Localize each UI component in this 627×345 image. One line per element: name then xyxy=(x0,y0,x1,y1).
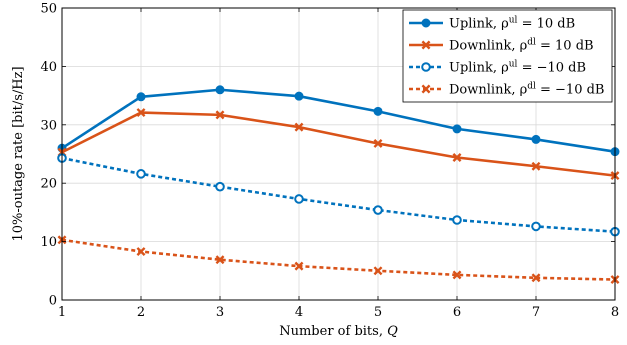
data-point xyxy=(294,261,304,271)
x-tick-label: 5 xyxy=(374,305,382,320)
series-line xyxy=(61,156,616,233)
data-point xyxy=(421,18,431,28)
legend-entry: Uplink, ρul = −10 dB xyxy=(409,60,586,76)
data-point xyxy=(373,106,383,116)
data-point xyxy=(215,181,225,192)
legend-label: Downlink, ρdl = −10 dB xyxy=(449,82,604,98)
data-point xyxy=(452,153,462,162)
plot-frame xyxy=(61,7,616,301)
legend: Uplink, ρul = 10 dB Downlink, ρdl = 10 dB… xyxy=(402,9,613,103)
data-point xyxy=(373,139,383,148)
data-point xyxy=(531,221,541,232)
data-point xyxy=(136,169,146,179)
data-point xyxy=(531,273,541,283)
x-tick-label: 2 xyxy=(137,305,145,320)
x-tick-label: 8 xyxy=(611,305,619,320)
data-point xyxy=(294,122,304,132)
y-tick-label: 50 xyxy=(40,2,57,17)
x-tick-label: 1 xyxy=(58,305,66,320)
data-point xyxy=(136,247,146,256)
data-point xyxy=(452,215,462,225)
y-tick-label: 20 xyxy=(40,177,57,192)
legend-entry: Downlink, ρdl = 10 dB xyxy=(409,38,594,54)
data-point xyxy=(531,134,541,144)
y-axis-label: 10%-outage rate [bit/s/Hz] xyxy=(11,66,26,241)
y-tick-label: 40 xyxy=(40,60,57,75)
x-tick-label: 7 xyxy=(532,305,540,320)
data-point xyxy=(294,194,304,204)
data-point xyxy=(136,108,146,117)
x-tick-label: 4 xyxy=(295,305,303,320)
data-point xyxy=(373,266,383,276)
series-layer xyxy=(57,85,620,285)
series-3 xyxy=(57,153,620,237)
axis-ticks: 1 2 3 4 5 6 7 8 0 10 20 30 40 50 xyxy=(40,2,619,321)
series-line xyxy=(61,238,616,281)
data-point xyxy=(215,85,225,95)
data-point xyxy=(421,62,431,72)
series-line xyxy=(61,111,616,177)
data-point xyxy=(421,84,431,94)
data-point xyxy=(421,40,431,50)
data-point xyxy=(452,270,462,280)
series-2 xyxy=(57,108,620,181)
data-point xyxy=(215,255,225,265)
y-tick-label: 10 xyxy=(40,235,57,250)
data-point xyxy=(136,92,146,102)
legend-entry: Uplink, ρul = 10 dB xyxy=(409,16,575,32)
y-tick-label: 30 xyxy=(40,118,57,133)
data-point xyxy=(531,161,541,171)
series-line xyxy=(61,88,616,153)
legend-box xyxy=(402,9,613,103)
x-axis-label: Number of bits, Q xyxy=(279,324,398,339)
data-point xyxy=(294,91,304,101)
legend-entry: Downlink, ρdl = −10 dB xyxy=(409,82,604,98)
series-4 xyxy=(57,235,620,285)
data-point xyxy=(452,124,462,134)
legend-label: Uplink, ρul = 10 dB xyxy=(449,16,575,32)
x-tick-label: 6 xyxy=(453,305,461,320)
legend-label: Uplink, ρul = −10 dB xyxy=(449,60,586,76)
x-tick-label: 3 xyxy=(216,305,224,320)
y-tick-label: 0 xyxy=(49,294,57,309)
data-point xyxy=(215,110,225,120)
legend-label: Downlink, ρdl = 10 dB xyxy=(449,38,594,54)
data-point xyxy=(373,205,383,215)
